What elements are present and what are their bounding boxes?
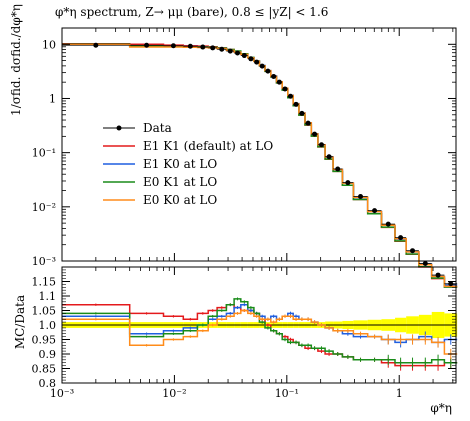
main-y-tick-label: 10 (42, 38, 56, 51)
main-plot-frame (61, 27, 457, 262)
data-point (170, 43, 176, 49)
data-point (372, 208, 378, 214)
ratio-y-ticks: 0.80.85 0.90.95 1.01.05 1.11.15 (32, 269, 456, 390)
legend-label-series-0: E1 K1 (default) at LO (143, 139, 273, 153)
data-point (200, 44, 206, 50)
data-point (326, 154, 332, 160)
main-y-tick-label: 1 (49, 92, 56, 105)
chart-title: φ*η spectrum, Z→ μμ (bare), 0.8 ≤ |yZ| <… (55, 5, 328, 19)
main-y-ticks: 10 1 10⁻¹ 10⁻² 10⁻³ (32, 38, 456, 268)
main-y-tick-label: 10⁻³ (32, 255, 56, 268)
x-tick-label: 10⁻¹ (275, 387, 299, 400)
main-line-series-0 (62, 42, 458, 288)
ratio-series-lines (62, 297, 458, 371)
legend: Data E1 K1 (default) at LO E1 K0 at LO E0 K… (103, 121, 273, 207)
data-point (210, 45, 216, 51)
data-point (358, 194, 364, 200)
data-point (227, 48, 233, 54)
data-point (93, 42, 99, 48)
data-point (299, 110, 305, 116)
ratio-line-series-2 (62, 298, 458, 364)
data-point (335, 166, 341, 172)
data-point (312, 131, 318, 137)
data-point (254, 59, 260, 65)
legend-marker-data (116, 125, 122, 131)
ratio-y-tick-label: 1.15 (32, 276, 57, 289)
data-point (219, 46, 225, 52)
data-point (234, 50, 240, 56)
data-point (448, 281, 454, 287)
data-point (282, 86, 288, 92)
svg-text:MC/Data: MC/Data (13, 295, 27, 349)
x-tick-label: 10⁻² (162, 387, 186, 400)
x-ticks: 10⁻³ 10⁻² 10⁻¹ 1 (50, 28, 454, 400)
ratio-y-tick-label: 0.85 (32, 363, 57, 376)
data-point (241, 53, 247, 59)
data-point (271, 73, 277, 79)
svg-text:1/σfid. dσfid./dφ*η: 1/σfid. dσfid./dφ*η (9, 4, 23, 116)
main-y-tick-label: 10⁻² (32, 201, 56, 214)
ratio-y-tick-label: 1.05 (32, 305, 57, 318)
main-line-series-3 (62, 44, 458, 287)
ratio-y-tick-label: 1.1 (39, 290, 57, 303)
data-point (276, 79, 282, 85)
data-point (318, 142, 324, 148)
data-point (259, 63, 265, 69)
main-series-lines (62, 42, 458, 288)
data-point (398, 235, 404, 241)
data-point (144, 42, 150, 48)
x-tick-label: 1 (396, 387, 403, 400)
legend-label-series-3: E0 K0 at LO (143, 193, 217, 207)
data-point (248, 56, 254, 62)
ratio-panel: 0.80.850.90.951.01.051.11.15 10⁻³ 10⁻² 10⁻… (32, 28, 458, 400)
x-axis-label: φ*η (430, 401, 452, 415)
ratio-y-label: MC/Data (13, 295, 27, 349)
data-point (293, 101, 299, 107)
data-points (62, 42, 458, 287)
legend-label-series-2: E0 K1 at LO (143, 175, 217, 189)
main-panel: 10 1 10⁻¹ 10⁻² 10⁻³ (32, 27, 458, 288)
data-point (187, 43, 193, 49)
ratio-y-tick-label: 0.95 (32, 334, 57, 347)
ratio-y-tick-label: 0.8 (39, 377, 57, 390)
main-line-series-2 (62, 43, 458, 288)
legend-label-series-1: E1 K0 at LO (143, 157, 217, 171)
data-point (422, 260, 428, 266)
ratio-y-tick-label: 0.9 (39, 348, 57, 361)
x-tick-label: 10⁻³ (50, 387, 74, 400)
main-y-tick-label: 10⁻¹ (32, 147, 56, 160)
data-point (345, 180, 351, 186)
data-point (265, 68, 271, 74)
data-point (410, 248, 416, 254)
main-line-series-1 (62, 43, 458, 286)
main-y-label: 1/σfid. dσfid./dφ*η (9, 4, 23, 116)
data-point (385, 221, 391, 227)
data-point (435, 272, 441, 278)
data-point (305, 120, 311, 126)
ratio-y-tick-label: 1.0 (39, 319, 57, 332)
data-point (287, 93, 293, 99)
legend-label-data: Data (143, 121, 172, 135)
